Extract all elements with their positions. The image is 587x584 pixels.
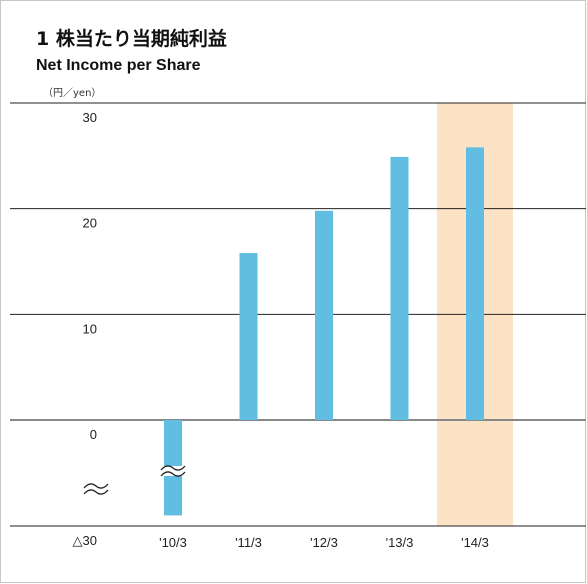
- chart-title-japanese: 1 株当たり当期純利益: [36, 28, 227, 50]
- y-tick-label-0: 0: [90, 427, 97, 442]
- x-tick-label-14-3: '14/3: [461, 535, 489, 550]
- y-tick-label-30: △30: [73, 533, 97, 548]
- x-tick-label-12-3: '12/3: [310, 535, 338, 550]
- bar-break-icon: [160, 465, 186, 477]
- x-tick-label-11-3: '11/3: [235, 535, 262, 550]
- bar-11-3: [239, 253, 258, 420]
- y-axis-break-icon: [83, 483, 109, 495]
- y-tick-label-10: 10: [83, 321, 97, 336]
- x-tick-label-13-3: '13/3: [386, 535, 414, 550]
- bar-14-3: [466, 147, 484, 420]
- bar-12-3: [315, 210, 333, 420]
- y-tick-label-20: 20: [83, 216, 97, 231]
- y-tick-label-30: 30: [83, 110, 97, 125]
- chart-title-english: Net Income per Share: [36, 57, 201, 74]
- x-tick-label-10-3: '10/3: [159, 535, 187, 550]
- bar-13-3: [390, 156, 409, 420]
- y-axis-unit-label: （円／yen）: [43, 88, 102, 99]
